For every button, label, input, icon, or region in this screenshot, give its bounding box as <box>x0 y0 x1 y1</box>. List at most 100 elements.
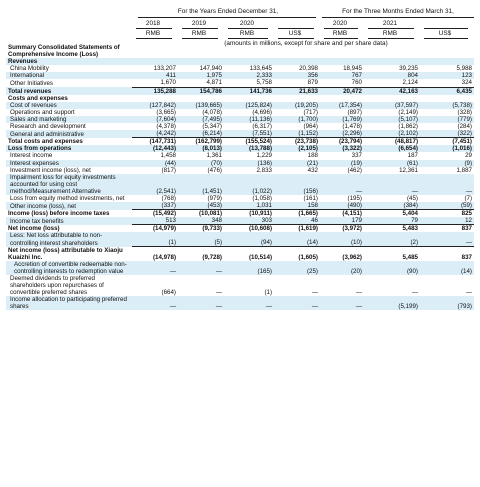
row-value: 1,361 <box>206 152 222 160</box>
row-value <box>320 44 364 58</box>
row-value: — <box>311 289 318 297</box>
row-value: (7,495) <box>178 115 224 124</box>
row-label: Other income (loss), net <box>6 202 132 210</box>
row-value: (1,605) <box>274 246 320 261</box>
row-value: (59) <box>420 202 474 210</box>
row-value: (7) <box>464 194 472 202</box>
row-value: (12,443) <box>132 145 178 153</box>
row-value: (1,152) <box>274 130 320 138</box>
row-value: 2,124 <box>402 79 418 87</box>
row-label: Net income (loss) attributable to Xiaoju… <box>8 246 123 261</box>
row-value: (3,962) <box>320 246 364 261</box>
row-value <box>364 44 420 58</box>
row-label: Income (loss) before income taxes <box>8 210 110 218</box>
currency-header: US$ <box>288 30 302 37</box>
row-value: (779) <box>420 115 474 124</box>
row-value: (1,619) <box>274 224 320 233</box>
row-value: (37,597) <box>364 101 420 109</box>
row-value: (136) <box>224 159 274 167</box>
row-value: (453) <box>178 202 224 210</box>
row-value: (162,799) <box>178 137 224 146</box>
table-row: Loss from operations (12,443) (8,013) (13,7… <box>6 145 474 153</box>
row-value: (4,151) <box>320 209 364 218</box>
row-value: 123 <box>420 72 474 80</box>
row-value: 42,163 <box>364 86 420 95</box>
row-value <box>420 95 474 102</box>
row-value: (1,862) <box>398 123 418 131</box>
row-value: 135,288 <box>132 86 178 95</box>
row-value: — <box>224 296 274 311</box>
year-header: 2021 <box>382 20 398 27</box>
row-value: (139,665) <box>178 101 224 109</box>
row-value: (20) <box>320 260 364 275</box>
row-value: 760 <box>351 79 362 87</box>
row-value: (328) <box>457 108 472 116</box>
row-value: (793) <box>420 296 474 311</box>
row-label: China Mobility <box>10 65 49 73</box>
row-value: 133,207 <box>153 65 176 73</box>
row-value <box>224 95 274 102</box>
row-value: (21) <box>274 159 320 167</box>
table-row: Other income (loss), net (337) (453) 1,031 1… <box>6 202 474 210</box>
table-row: Income tax benefits 513 348 303 46 179 79 12 <box>6 217 474 225</box>
group-header-quarters: For the Three Months Ended March 31, <box>342 8 454 15</box>
row-label: Accretion of convertible redeemable non-… <box>6 260 132 275</box>
row-value: (14,978) <box>132 246 178 261</box>
row-label: Research and development <box>10 123 86 131</box>
row-value: 179 <box>320 217 364 225</box>
row-value: 303 <box>224 217 274 225</box>
row-value: (19,205) <box>274 101 320 109</box>
row-value: (1,478) <box>342 123 362 131</box>
row-value: (25) <box>274 260 320 275</box>
header-rule <box>368 28 414 29</box>
row-value: (5) <box>178 232 224 247</box>
table-row: Impairment loss for equity investments a… <box>6 173 474 195</box>
row-value: 5,483 <box>364 224 420 233</box>
row-value: — <box>215 289 222 297</box>
row-value: 46 <box>274 217 320 225</box>
row-value: (17,354) <box>320 101 364 109</box>
row-value: (7,604) <box>132 115 178 124</box>
row-value: 324 <box>461 79 472 87</box>
row-value: (1) <box>264 289 272 297</box>
table-row: Accretion of convertible redeemable non-… <box>6 260 474 275</box>
row-value: 337 <box>351 152 362 160</box>
row-value <box>132 44 178 58</box>
row-value: (165) <box>224 260 274 275</box>
row-value: (15,492) <box>132 209 178 218</box>
table-row: Revenues <box>6 58 474 66</box>
header-rule <box>368 38 414 39</box>
table-row: Investment income (loss), net (817) (476) 2… <box>6 167 474 174</box>
row-value: — <box>355 289 362 297</box>
row-label: Income allocation to participating prefe… <box>6 296 132 311</box>
row-value: (14,979) <box>132 224 178 233</box>
row-label: General and administrative <box>6 130 132 138</box>
row-label: Costs and expenses <box>8 94 68 102</box>
currency-header: RMB <box>239 30 255 37</box>
row-value: 513 <box>132 217 178 225</box>
row-label: Summary Consolidated Statements of Compr… <box>8 44 120 59</box>
row-label: Net income (loss) <box>8 225 60 233</box>
row-value: 158 <box>274 202 320 210</box>
year-header: 2020 <box>332 20 348 27</box>
table-row: Summary Consolidated Statements of Compr… <box>6 44 474 58</box>
row-value: 1,031 <box>224 202 274 210</box>
row-value: 356 <box>274 72 320 80</box>
row-value: (1,700) <box>274 115 320 124</box>
row-value: — <box>132 260 178 275</box>
row-value <box>178 44 224 58</box>
currency-header: RMB <box>145 30 161 37</box>
row-value: 1,670 <box>160 79 176 87</box>
row-value: (1,665) <box>274 209 320 218</box>
row-value: (5,347) <box>202 123 222 131</box>
row-value <box>274 44 320 58</box>
row-label: International <box>6 72 132 80</box>
row-value: 187 <box>407 152 418 160</box>
row-value: (195) <box>347 194 362 202</box>
row-value: 5,758 <box>256 79 272 87</box>
row-value <box>420 58 474 66</box>
header-rule <box>228 28 268 29</box>
row-label: Cost of revenues <box>6 101 132 109</box>
row-value: (1) <box>132 232 178 247</box>
units-note: (amounts in millions, except for share a… <box>224 40 388 47</box>
